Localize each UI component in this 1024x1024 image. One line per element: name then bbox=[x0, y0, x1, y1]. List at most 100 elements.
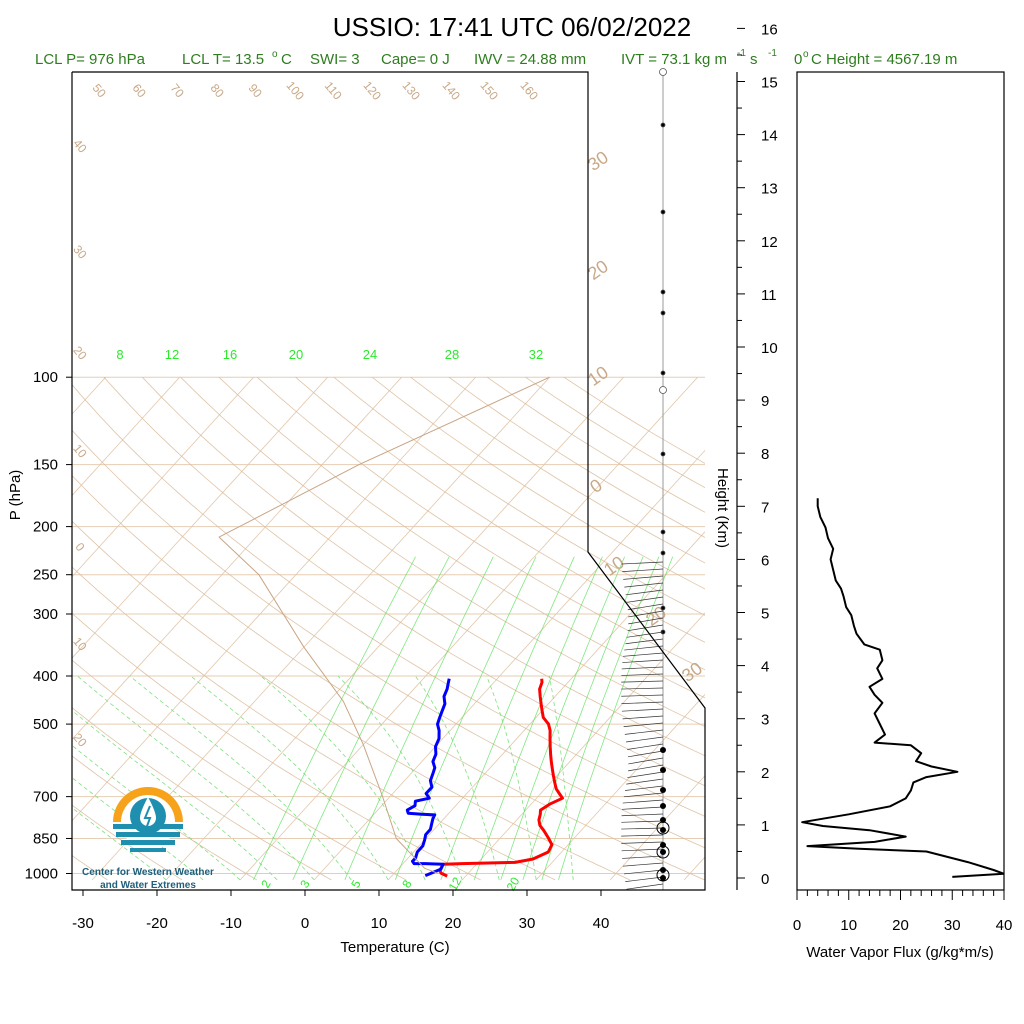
height-tick-label: 16 bbox=[761, 21, 778, 38]
mixing-ratio-label: 24 bbox=[363, 347, 377, 362]
dry-adiabat-line bbox=[333, 376, 705, 616]
y-tick-label: 200 bbox=[33, 519, 58, 536]
wind-barb bbox=[628, 610, 664, 618]
dry-adiabat-label: 110 bbox=[322, 79, 345, 103]
height-tick-label: 1 bbox=[761, 818, 769, 835]
calm-wind-circle bbox=[656, 868, 670, 882]
dry-adiabat-line bbox=[0, 377, 33, 880]
isotherm-line bbox=[387, 531, 705, 881]
moist-adiabat-line bbox=[72, 777, 204, 881]
isotherm-line bbox=[239, 376, 698, 881]
mixing-ratio-label: 32 bbox=[529, 347, 543, 362]
dry-adiabat-line bbox=[72, 429, 705, 849]
wind-barb bbox=[621, 701, 664, 704]
flux-x-tick-label: 10 bbox=[840, 917, 857, 934]
wind-barb bbox=[623, 652, 664, 657]
height-tick-label: 15 bbox=[761, 75, 778, 92]
wind-barb bbox=[622, 659, 664, 663]
dry-adiabat-line bbox=[72, 755, 257, 881]
wind-barb bbox=[621, 820, 664, 823]
flux-x-axis-label: Water Vapor Flux (g/kg*m/s) bbox=[806, 944, 994, 961]
dry-adiabat-line bbox=[72, 612, 481, 881]
y-axis-label: P (hPa) bbox=[7, 470, 24, 521]
dry-adiabat-label: 30 bbox=[70, 242, 90, 261]
wind-barb bbox=[621, 673, 664, 676]
dry-adiabat-line bbox=[72, 474, 705, 881]
flux-x-tick-label: 40 bbox=[996, 917, 1013, 934]
height-tick-label: 7 bbox=[761, 499, 769, 516]
height-tick-label: 10 bbox=[761, 340, 778, 357]
mixing-ratio-line bbox=[541, 556, 660, 881]
mixing-ratio-label: 8 bbox=[399, 877, 415, 890]
mixing-ratio-label: 3 bbox=[297, 877, 313, 890]
moist-adiabat-line bbox=[337, 675, 463, 881]
x-tick-label: -10 bbox=[220, 915, 242, 932]
series-dewpoint-line bbox=[405, 678, 451, 877]
height-tick-label: 11 bbox=[761, 287, 777, 304]
isotherm-line bbox=[72, 376, 254, 578]
mixing-ratio-label: 20 bbox=[504, 874, 523, 893]
moist-adiabat-line bbox=[260, 675, 426, 881]
mixing-ratio-line bbox=[440, 556, 575, 881]
series-water-vapor-flux-line bbox=[801, 498, 1004, 878]
dry-adiabat-label: 20 bbox=[642, 602, 670, 630]
wind-barb bbox=[623, 792, 664, 798]
wind-barb bbox=[621, 694, 664, 697]
x-tick-label: 20 bbox=[445, 915, 462, 932]
dry-adiabat-line bbox=[103, 376, 705, 787]
y-tick-label: 1000 bbox=[25, 866, 58, 883]
wind-barb bbox=[628, 617, 664, 625]
wind-barb bbox=[627, 750, 664, 758]
height-tick-label: 12 bbox=[761, 234, 778, 251]
height-tick-label: 2 bbox=[761, 765, 769, 782]
wind-barb bbox=[621, 813, 664, 817]
lcl-temperature-unit: C bbox=[281, 51, 292, 68]
dry-adiabat-label: 0 bbox=[586, 475, 606, 497]
moist-adiabat-line bbox=[549, 675, 574, 880]
x-tick-label: -30 bbox=[72, 915, 94, 932]
moist-adiabat-line bbox=[72, 744, 241, 881]
ivt-s: s bbox=[750, 51, 758, 68]
isotherm-line bbox=[72, 376, 476, 822]
wind-station-marker bbox=[660, 827, 666, 833]
wind-barb bbox=[621, 827, 664, 830]
dry-adiabat-label: 150 bbox=[477, 78, 501, 103]
mixing-ratio-label: 2 bbox=[258, 877, 274, 890]
dry-adiabat-label: 10 bbox=[600, 552, 628, 580]
wind-barb bbox=[624, 582, 664, 588]
wind-station-marker bbox=[660, 310, 666, 316]
wind-barb bbox=[622, 855, 664, 859]
zero-c-height: C Height = 4567.19 m bbox=[811, 51, 957, 68]
wind-barb bbox=[626, 883, 664, 890]
mixing-ratio-label: 12 bbox=[165, 347, 179, 362]
mixing-ratio-line bbox=[344, 556, 494, 881]
wind-station-marker bbox=[660, 122, 666, 128]
wind-station-marker bbox=[660, 842, 666, 848]
wind-barb bbox=[621, 708, 664, 712]
wind-barb bbox=[624, 729, 664, 735]
flux-x-tick-label: 30 bbox=[944, 917, 961, 934]
mixing-ratio-label: 28 bbox=[445, 347, 459, 362]
mixing-ratio-line bbox=[500, 556, 625, 881]
x-tick-label: 30 bbox=[519, 915, 536, 932]
wind-station-marker bbox=[659, 386, 667, 394]
wind-barb bbox=[626, 736, 664, 743]
skew-t-frame bbox=[71, 71, 706, 891]
dry-adiabat-line bbox=[218, 376, 705, 699]
calm-wind-circle bbox=[656, 821, 670, 835]
wind-barb bbox=[625, 638, 664, 645]
iwv-value: IWV = 24.88 mm bbox=[474, 51, 586, 68]
isotherm-line bbox=[461, 612, 705, 881]
wind-barb bbox=[622, 568, 664, 572]
dry-adiabat-label: 20 bbox=[70, 343, 90, 362]
height-tick-label: 9 bbox=[761, 393, 769, 410]
moist-adiabat-line bbox=[190, 675, 389, 881]
wind-barb bbox=[622, 715, 664, 720]
mixing-ratio-label: 5 bbox=[348, 877, 364, 890]
dry-adiabat-line bbox=[180, 376, 705, 728]
wind-barb-column bbox=[621, 68, 670, 890]
wind-station-marker bbox=[660, 550, 666, 556]
mixing-ratio-line bbox=[473, 556, 603, 881]
